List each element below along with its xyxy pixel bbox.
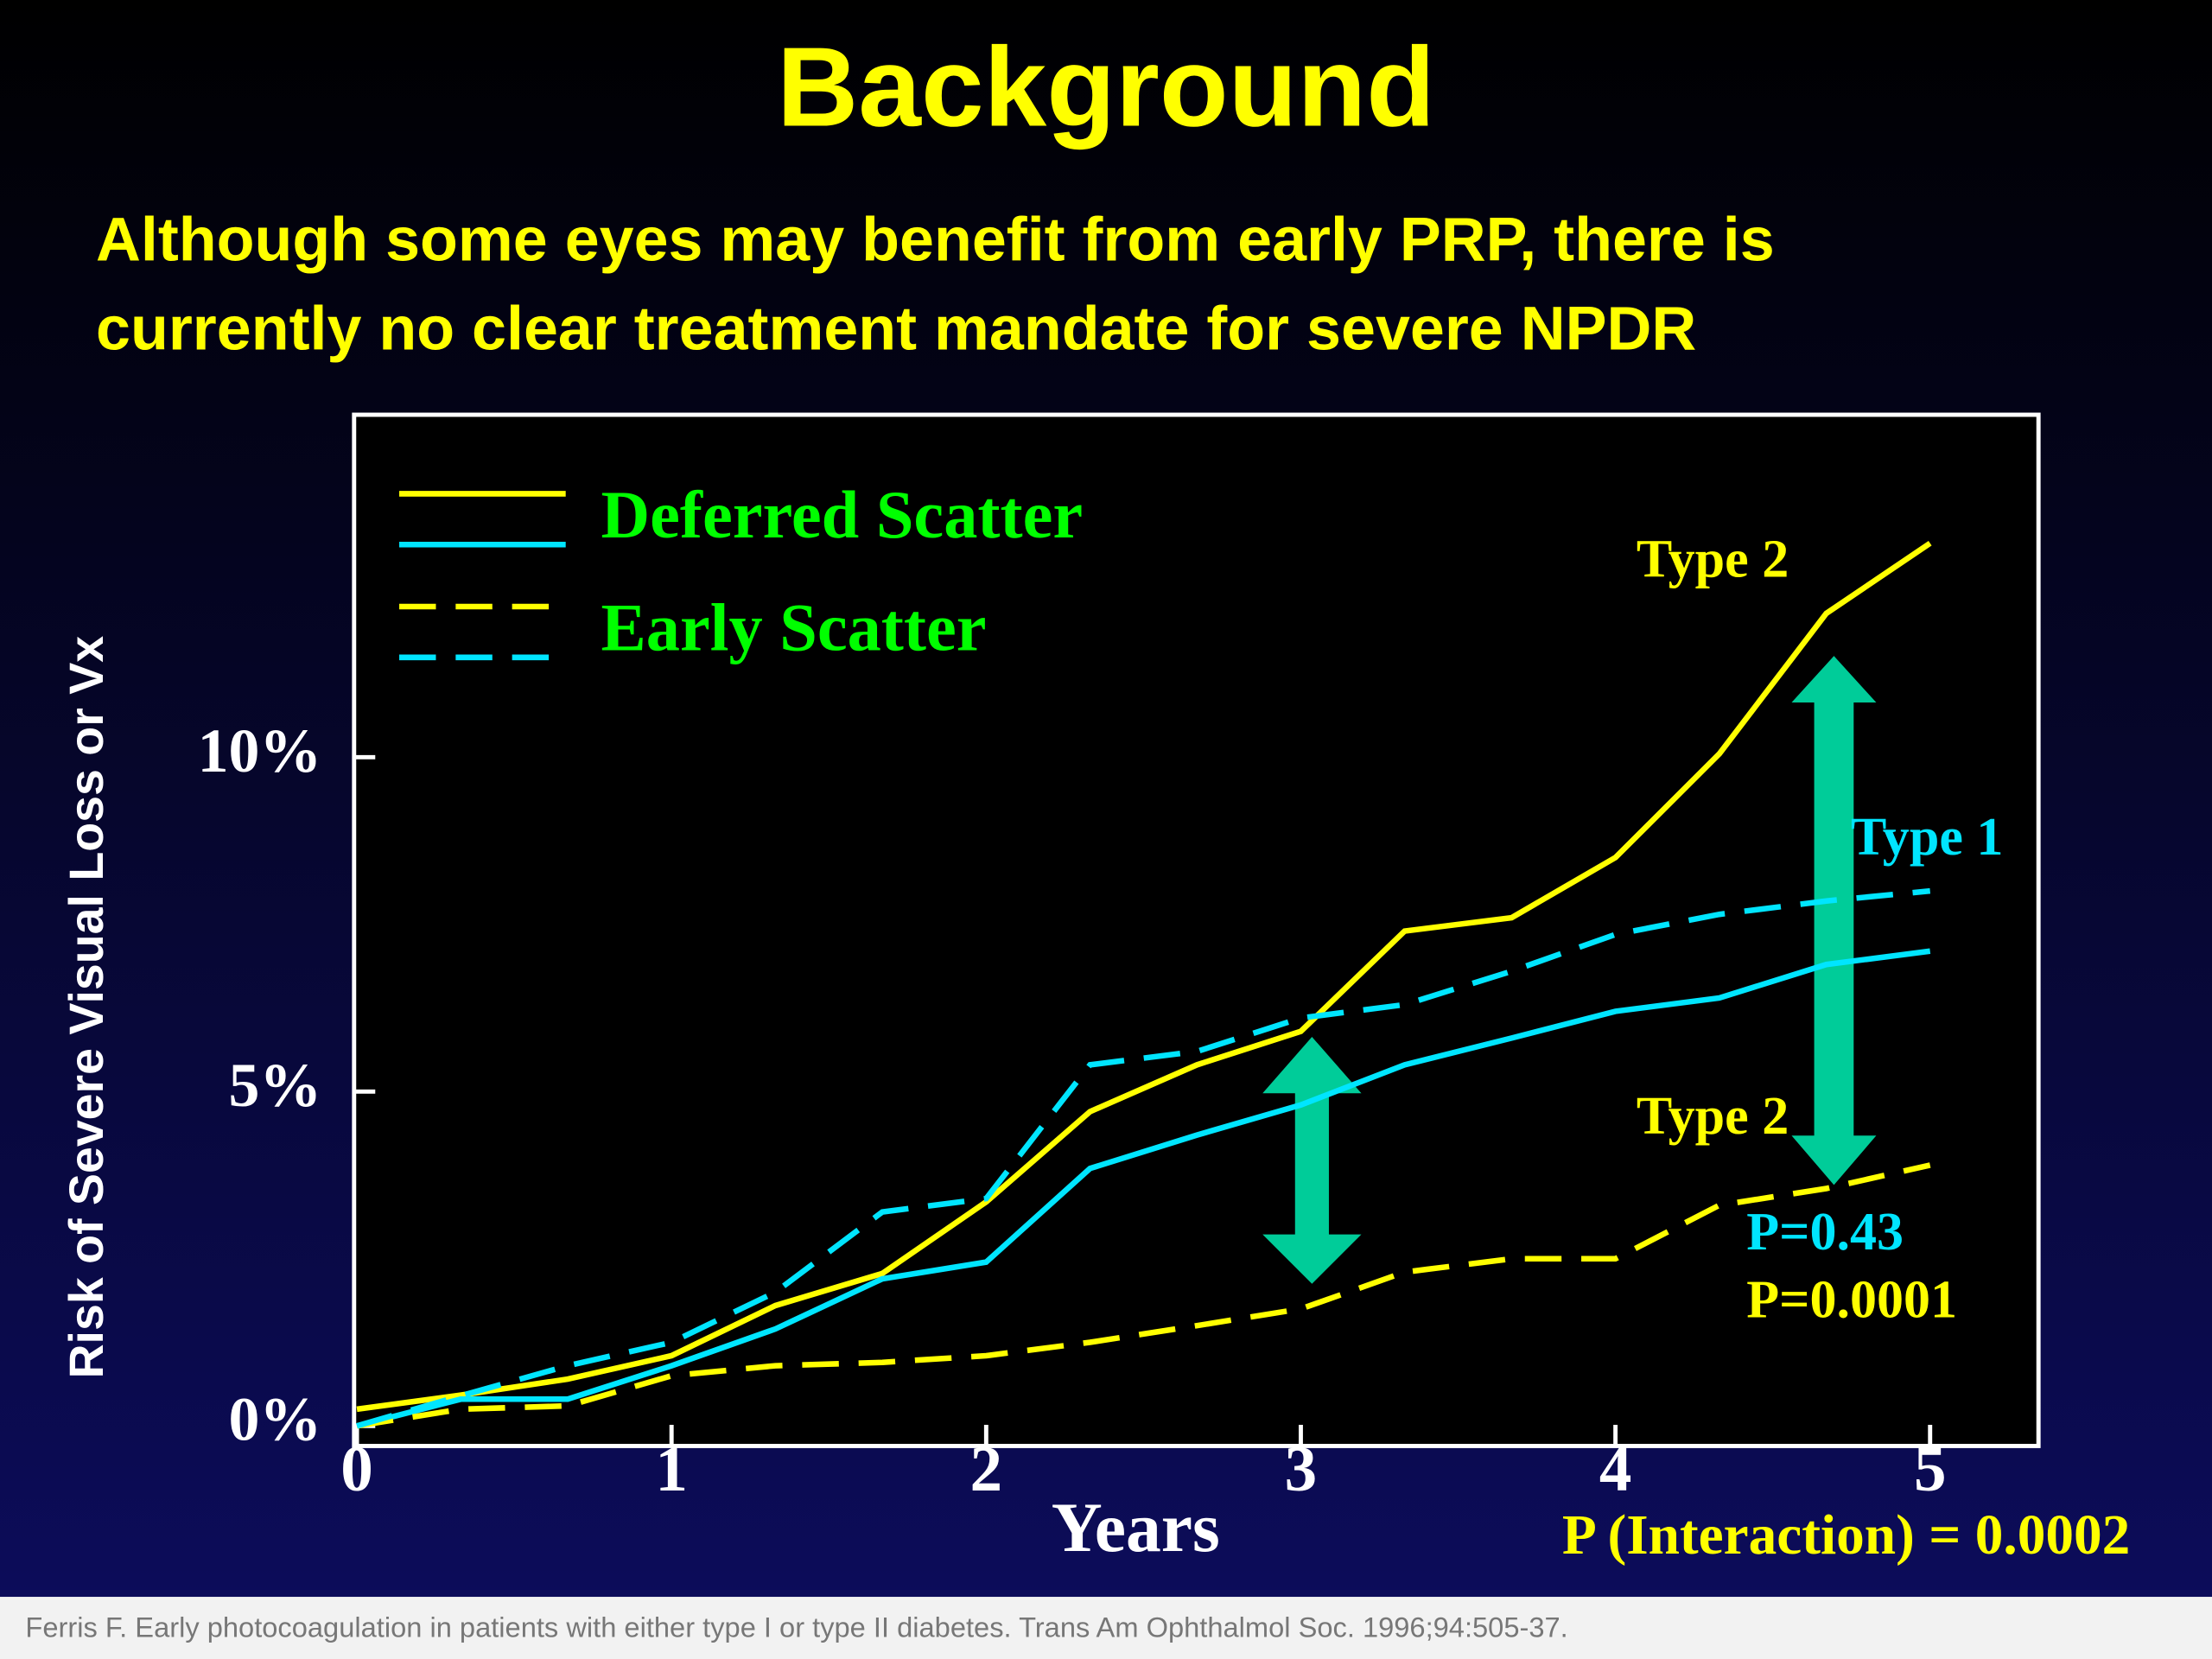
x-tick-label: 3	[1285, 1433, 1318, 1505]
double-arrow	[1262, 1037, 1362, 1284]
y-axis-label: Risk of Severe Visual Loss or Vx	[60, 636, 113, 1379]
subtitle-line: Although some eyes may benefit from earl…	[96, 205, 1775, 274]
legend-label: Deferred Scatter	[601, 477, 1084, 552]
arrows	[1262, 656, 1877, 1284]
source: Ferris F. Early photocoagulation in pati…	[25, 1611, 1567, 1643]
series-line	[356, 887, 1931, 1429]
annotation: P (Interaction) = 0.0002	[1562, 1504, 2130, 1567]
x-tick-label: 1	[655, 1433, 688, 1505]
footer-band	[0, 1597, 2212, 1659]
annotation: P=0.43	[1746, 1203, 1904, 1262]
x-tick-label: 4	[1599, 1433, 1632, 1505]
title: Background	[777, 24, 1435, 150]
series-line	[356, 1162, 1931, 1429]
x-tick-label: 2	[970, 1433, 1003, 1505]
subtitle-line: currently no clear treatment mandate for…	[96, 294, 1696, 363]
x-axis-label: Years	[1052, 1488, 1220, 1567]
series-line	[356, 948, 1931, 1429]
x-tick-label: 0	[340, 1433, 373, 1505]
annotation: P=0.0001	[1746, 1270, 1957, 1329]
double-arrow	[1791, 656, 1877, 1185]
y-tick-label: 5%	[228, 1051, 321, 1120]
plot-frame	[352, 412, 2041, 1448]
annotation: Type 2	[1637, 1087, 1789, 1146]
y-tick-label: 0%	[228, 1385, 321, 1454]
y-tick-label: 10%	[198, 716, 322, 785]
series-line	[356, 540, 1932, 1413]
x-tick-label: 5	[1914, 1433, 1947, 1505]
legend-label: Early Scatter	[601, 590, 987, 665]
annotation: Type 2	[1637, 530, 1789, 588]
annotation: Type 1	[1851, 808, 2003, 867]
